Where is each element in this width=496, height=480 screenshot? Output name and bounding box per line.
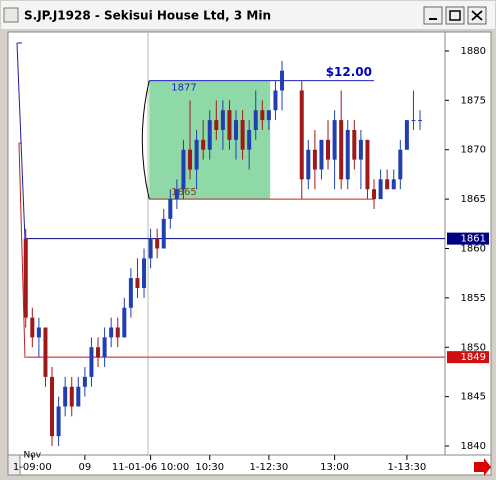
candle-body <box>23 238 28 318</box>
y-tick-label: 1850 <box>461 342 486 353</box>
level-tag <box>447 351 489 364</box>
candle-body <box>96 347 101 358</box>
candle-body <box>227 110 232 140</box>
candle-body <box>220 110 225 130</box>
y-tick-label: 1840 <box>461 441 486 452</box>
candle-body <box>345 129 350 180</box>
y-tick-label: 1880 <box>461 46 486 57</box>
indicator-line <box>16 42 26 241</box>
window-buttons[interactable] <box>423 6 487 25</box>
candle-body <box>122 307 127 338</box>
candle-body <box>339 120 344 180</box>
level-label: 1849 <box>461 352 486 363</box>
x-tick-label: 11-01-06 10:00 <box>112 462 189 473</box>
range-low-label: 1865 <box>171 187 196 198</box>
candle-body <box>326 139 331 160</box>
maximize-button[interactable] <box>445 6 465 25</box>
candle-body <box>385 179 390 190</box>
candle-body <box>201 139 206 150</box>
candle-body <box>418 120 423 122</box>
candle-body <box>332 120 337 160</box>
y-tick-label: 1870 <box>461 145 486 156</box>
candle-body <box>365 139 370 190</box>
x-tick-label: 1-09:00 <box>13 462 52 473</box>
candle-body <box>89 347 94 377</box>
x-tick-label: 09 <box>79 462 92 473</box>
candle-body <box>247 129 252 150</box>
window-icon <box>3 7 19 23</box>
candle-body <box>253 110 258 130</box>
candle-body <box>188 149 193 170</box>
candle-body <box>299 90 304 180</box>
candle-body <box>398 149 403 180</box>
candle-body <box>378 179 383 200</box>
y-tick-label: 1855 <box>461 293 486 304</box>
candle-body <box>102 337 107 358</box>
range-high-label: 1877 <box>171 83 196 94</box>
candle-body <box>260 110 265 121</box>
candle-body <box>391 179 396 190</box>
candle-body <box>63 386 68 407</box>
title-bar <box>1 1 495 29</box>
candle-body <box>234 120 239 140</box>
candle-body <box>194 139 199 170</box>
candle-body <box>352 129 357 160</box>
candle-body <box>207 120 212 150</box>
candle-body <box>266 110 271 121</box>
range-difference: $12.00 <box>326 65 372 79</box>
candle-body <box>43 327 48 377</box>
scroll-arrow[interactable] <box>474 458 491 476</box>
range-bracket <box>141 80 150 200</box>
x-tick-label: 10:30 <box>195 462 224 473</box>
icon <box>471 10 483 21</box>
x-tick-label: 1-12:30 <box>249 462 288 473</box>
candle-body <box>82 376 87 387</box>
candle-body <box>358 139 363 160</box>
y-tick-label: 1875 <box>461 95 486 106</box>
level-label: 1861 <box>461 234 486 245</box>
candle-body <box>128 278 133 308</box>
candle-body <box>115 327 120 338</box>
candle-body <box>372 189 377 200</box>
candle-body <box>319 139 324 170</box>
x-tick-label: 1-13:30 <box>387 462 426 473</box>
candle-body <box>306 149 311 180</box>
candle-body <box>56 406 61 437</box>
candle-body <box>214 120 219 130</box>
candle-body <box>148 238 153 259</box>
candle-body <box>142 258 147 288</box>
candle-body <box>312 149 317 170</box>
indicator-line <box>18 142 26 359</box>
window-title: S.JP.J1928 - Sekisui House Ltd, 3 Min <box>24 9 271 23</box>
candle-body <box>30 317 35 338</box>
candle-body <box>273 90 278 111</box>
candle-body <box>69 386 74 407</box>
minimize-button[interactable] <box>423 6 443 25</box>
candle-body <box>109 327 114 338</box>
candle-body <box>411 120 416 122</box>
candle-body <box>50 376 55 437</box>
candle-body <box>135 278 140 288</box>
y-tick-label: 1865 <box>461 194 486 205</box>
icon <box>449 10 461 21</box>
y-tick-label: 1860 <box>461 243 486 254</box>
candle-body <box>240 120 245 150</box>
candle-body <box>76 386 81 407</box>
level-tag <box>447 232 489 245</box>
date-label: Nov <box>24 451 42 461</box>
scroll-box[interactable] <box>7 454 21 476</box>
candle-body <box>404 120 409 150</box>
candle-body <box>36 327 41 338</box>
y-tick-label: 1845 <box>461 392 486 403</box>
candle-body <box>174 189 179 200</box>
candle-body <box>280 70 285 91</box>
candle-body <box>155 238 160 249</box>
candle-body <box>168 199 173 219</box>
candle-body <box>181 149 186 190</box>
candle-body <box>161 218 166 249</box>
x-tick-label: 13:00 <box>320 462 349 473</box>
